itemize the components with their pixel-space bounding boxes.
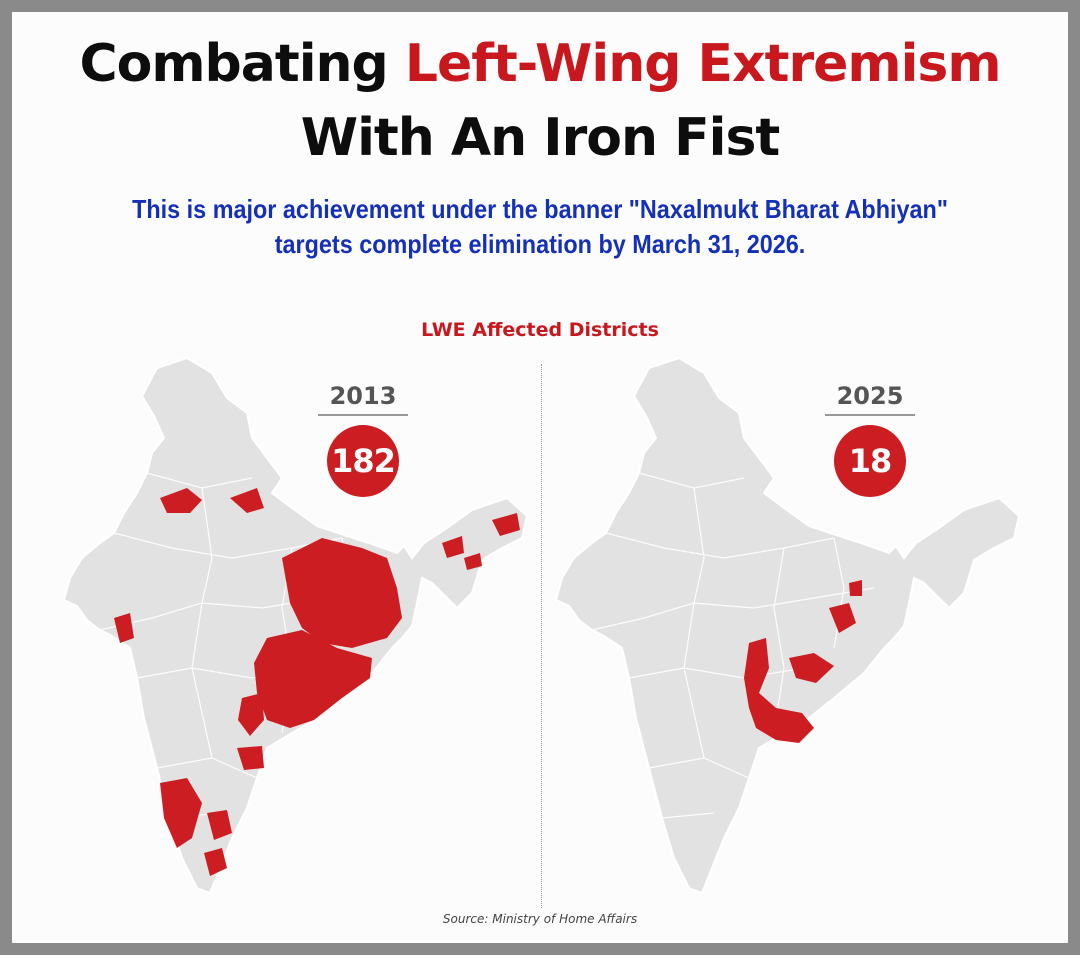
subtitle-line-2: targets complete elimination by March 31… (274, 229, 806, 259)
india-outline-2013 (63, 357, 528, 894)
district-count-2025: 18 (834, 425, 906, 497)
affected-districts-2013 (114, 488, 520, 876)
year-label-2025: 2025 (825, 384, 915, 416)
india-outline-2025 (555, 357, 1020, 894)
title-part-1: Combating (79, 34, 405, 94)
district-count-2013: 182 (327, 425, 399, 497)
year-label-2013: 2013 (318, 384, 408, 416)
source-note: Source: Ministry of Home Affairs (442, 912, 638, 926)
india-map-2013 (63, 357, 528, 894)
india-map-2025 (555, 357, 1020, 894)
title-highlight: Left-Wing Extremism (404, 34, 1002, 94)
infographic-card: Combating Left-Wing Extremism With An Ir… (12, 12, 1068, 943)
map-divider (541, 364, 542, 908)
subtitle-line-1: This is major achievement under the bann… (132, 194, 948, 224)
affected-districts-2025 (744, 580, 862, 743)
title-line-1: Combating Left-Wing Extremism (12, 38, 1068, 90)
section-label: LWE Affected Districts (421, 319, 659, 341)
title-line-2: With An Iron Fist (300, 108, 781, 168)
year-badge-2025: 2025 18 (825, 384, 915, 497)
year-badge-2013: 2013 182 (318, 384, 408, 497)
